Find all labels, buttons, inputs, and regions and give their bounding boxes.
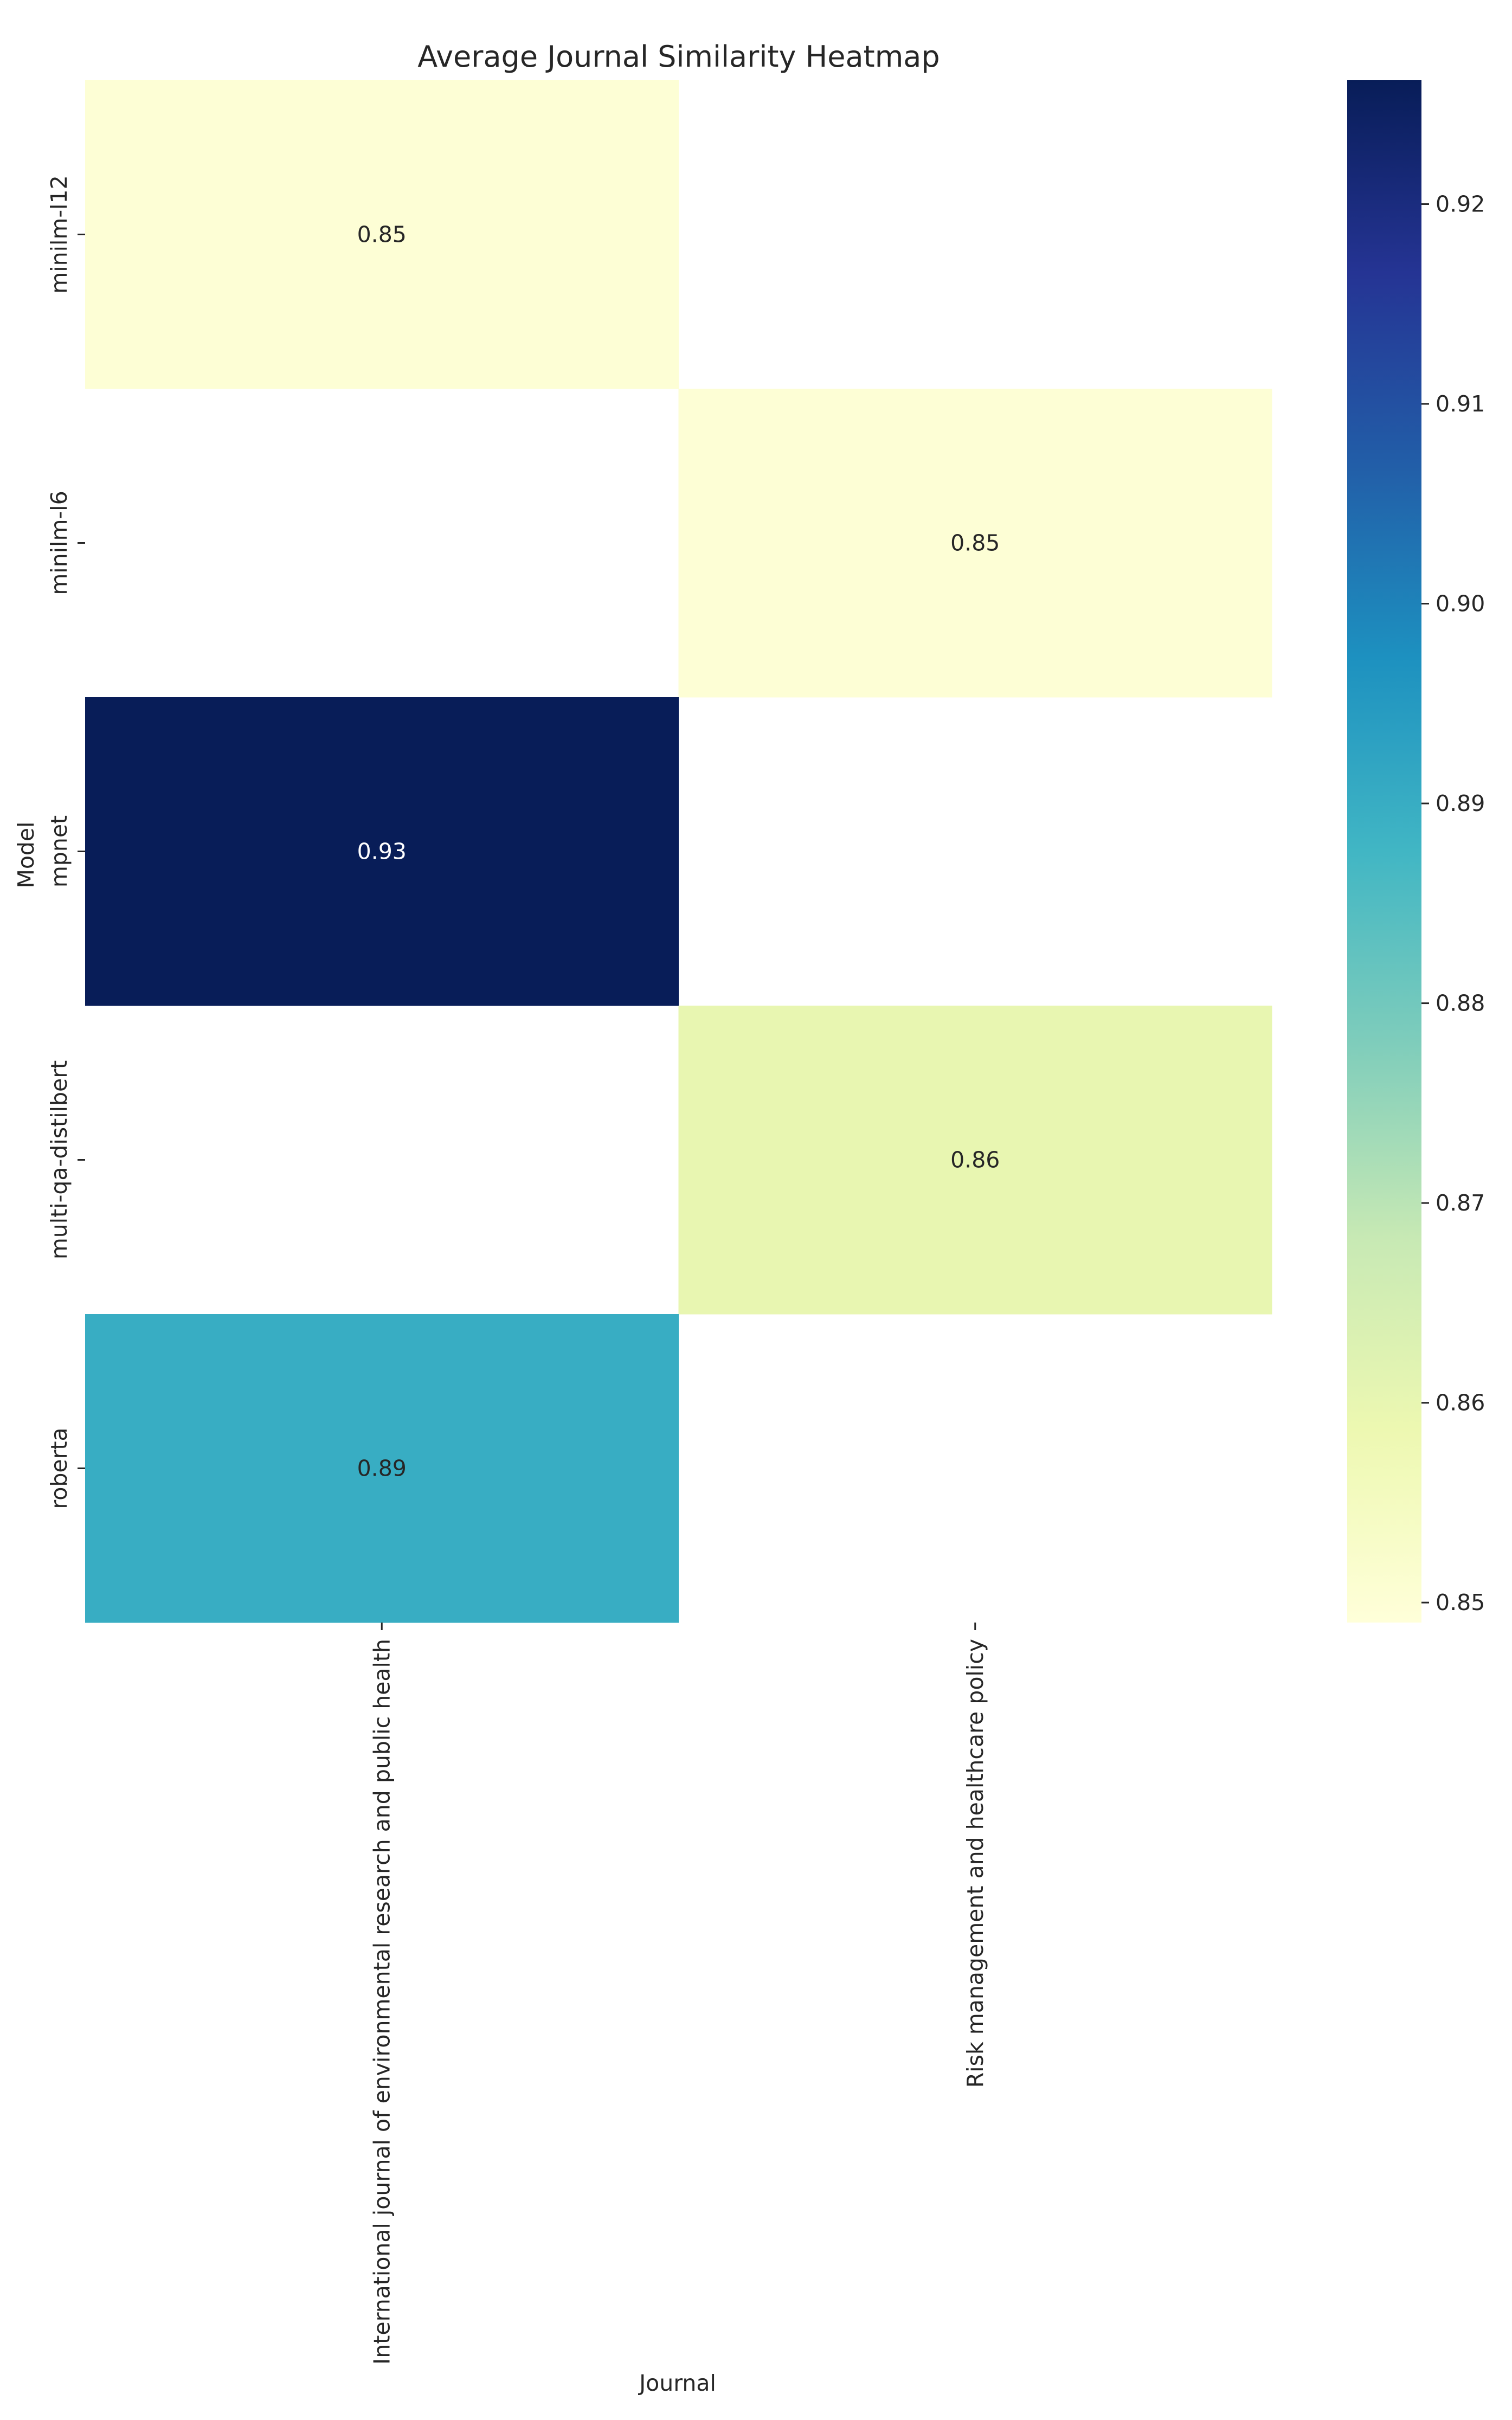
colorbar-tick-label: 0.88 [1436, 990, 1485, 1016]
x-axis-label: Journal [638, 2370, 716, 2396]
cell-value-labels: 0.85 0.85 0.93 0.86 0.89 [357, 222, 1000, 1482]
cell-value-label: 0.85 [357, 222, 407, 248]
colorbar-tick-label: 0.90 [1436, 591, 1485, 617]
colorbar-tick-label: 0.89 [1436, 790, 1485, 816]
cell-value-label: 0.85 [950, 530, 1000, 556]
heatmap-cells [85, 80, 1272, 1623]
y-axis-label: Model [13, 821, 39, 888]
colorbar-tick-label: 0.91 [1436, 391, 1485, 417]
colorbar-tick-label: 0.87 [1436, 1190, 1485, 1216]
chart-title: Average Journal Similarity Heatmap [417, 40, 940, 74]
colorbar-tick-label: 0.86 [1436, 1390, 1485, 1416]
y-tick-label: mpnet [46, 815, 72, 887]
y-axis: minilm-l12 minilm-l6 mpnet multi-qa-distilb… [46, 175, 85, 1509]
cell-value-label: 0.86 [950, 1147, 1000, 1173]
y-tick-label: minilm-l12 [46, 175, 72, 293]
heatmap-cell [85, 697, 679, 1006]
colorbar-tick-label: 0.85 [1436, 1589, 1485, 1616]
colorbar-ticks: 0.85 0.86 0.87 0.88 0.89 0.90 0.91 0.92 [1421, 191, 1485, 1616]
colorbar [1347, 80, 1421, 1623]
y-tick-label: roberta [46, 1427, 72, 1509]
colorbar-tick-label: 0.92 [1436, 191, 1485, 217]
y-tick-label: minilm-l6 [46, 491, 72, 595]
x-axis: International journal of environmental r… [369, 1623, 988, 2365]
heatmap-cell [678, 389, 1272, 698]
heatmap-cell [85, 80, 679, 389]
x-tick-label: Risk management and healthcare policy [962, 1639, 988, 2088]
cell-value-label: 0.89 [357, 1456, 407, 1482]
heatmap-cell [85, 1314, 679, 1623]
heatmap-cell [678, 1006, 1272, 1315]
x-tick-label: International journal of environmental r… [369, 1639, 395, 2365]
y-tick-label: multi-qa-distilbert [46, 1060, 72, 1259]
cell-value-label: 0.93 [357, 839, 407, 865]
